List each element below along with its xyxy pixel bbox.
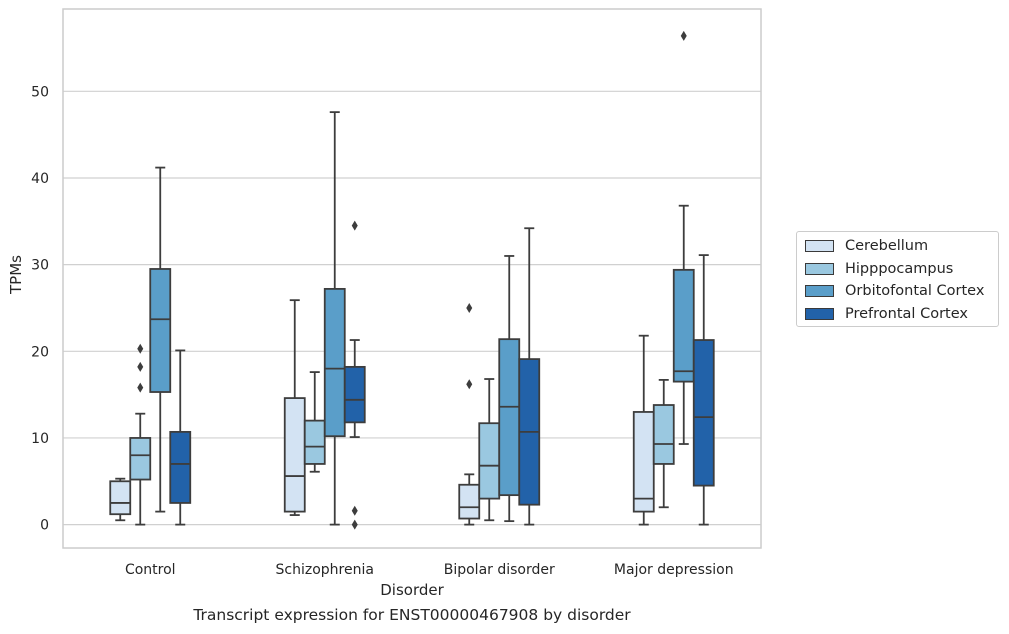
y-tick-label: 0 <box>40 518 49 534</box>
box-prefrontal-cortex <box>169 349 192 526</box>
iqr-box <box>323 287 346 438</box>
box-cerebellum <box>458 302 481 526</box>
outlier-point <box>680 30 687 41</box>
iqr-box <box>283 397 306 513</box>
legend-label: Orbitofontal Cortex <box>845 283 985 299</box>
iqr-box <box>149 268 172 393</box>
plot-border <box>62 8 762 549</box>
legend-item: Prefrontal Cortex <box>805 303 968 325</box>
x-tick-label: Bipolar disorder <box>444 562 555 578</box>
y-axis-title: TPMs <box>7 255 25 295</box>
legend: Cerebellum Hipppocampus Orbitofontal Corte… <box>796 231 999 327</box>
outlier-point <box>137 361 144 372</box>
figure-caption: Transcript expression for ENST0000046790… <box>193 606 631 624</box>
iqr-box <box>169 430 192 504</box>
iqr-box <box>692 339 715 487</box>
x-tick-label: Control <box>125 562 176 578</box>
legend-item: Cerebellum <box>805 235 928 257</box>
y-tick-label: 40 <box>31 171 49 187</box>
y-tick-label: 20 <box>31 344 49 360</box>
box-hipppocampus <box>303 371 326 473</box>
box-orbitofontal-cortex <box>323 111 346 526</box>
x-axis-title: Disorder <box>380 581 444 599</box>
box-orbitofontal-cortex <box>672 30 695 445</box>
iqr-box <box>303 419 326 465</box>
iqr-box <box>129 437 152 481</box>
outlier-point <box>351 519 358 530</box>
legend-swatch <box>805 262 834 275</box>
y-tick-label: 30 <box>31 258 49 274</box>
y-tick-label: 50 <box>31 84 49 100</box>
legend-swatch <box>805 285 834 297</box>
box-series <box>109 30 715 530</box>
legend-swatch <box>805 240 834 252</box>
axis-labels: 0 10 20 30 40 50 Control Schizophrenia Bipolar d… <box>31 84 733 578</box>
box-hipppocampus <box>652 378 675 509</box>
box-prefrontal-cortex <box>518 227 541 526</box>
iqr-box <box>343 365 366 424</box>
outlier-point <box>351 505 358 516</box>
iqr-box <box>632 411 655 513</box>
iqr-box <box>672 268 695 383</box>
box-cerebellum <box>632 334 655 526</box>
iqr-box <box>478 422 501 500</box>
legend-label: Prefrontal Cortex <box>845 305 968 322</box>
outlier-point <box>351 220 358 231</box>
box-orbitofontal-cortex <box>149 166 172 513</box>
y-tick-label: 10 <box>31 431 49 447</box>
iqr-box <box>458 483 481 520</box>
iqr-box <box>109 480 132 516</box>
outlier-point <box>137 343 144 354</box>
legend-item: Hipppocampus <box>805 258 953 280</box>
iqr-box <box>498 338 521 497</box>
box-prefrontal-cortex <box>343 220 366 530</box>
outlier-point <box>137 382 144 393</box>
box-orbitofontal-cortex <box>498 255 521 523</box>
box-hipppocampus <box>478 378 501 522</box>
x-tick-label: Schizophrenia <box>276 562 374 578</box>
iqr-box <box>652 404 675 465</box>
box-cerebellum <box>109 477 132 522</box>
outlier-point <box>466 379 473 390</box>
legend-label: Hipppocampus <box>845 260 954 277</box>
legend-item: Orbitofontal Cortex <box>805 280 984 302</box>
box-hipppocampus <box>129 343 152 526</box>
legend-swatch <box>805 307 834 320</box>
outlier-point <box>466 302 473 313</box>
box-prefrontal-cortex <box>692 254 715 526</box>
legend-label: Cerebellum <box>845 238 929 254</box>
x-tick-label: Major depression <box>614 562 734 578</box>
